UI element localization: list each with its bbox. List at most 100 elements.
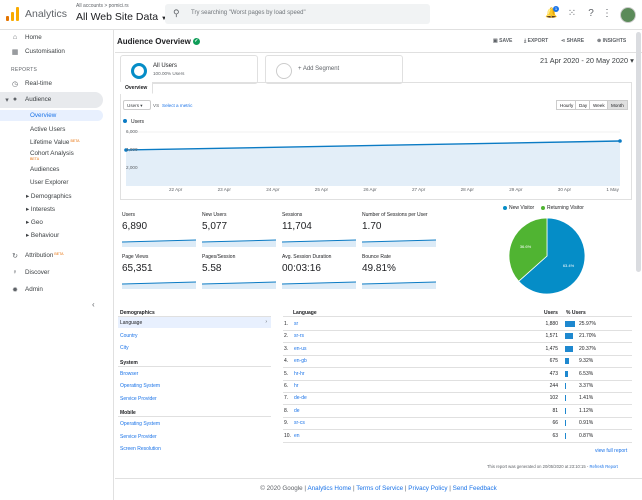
notifications-bell-icon[interactable]: 🔔: [545, 8, 558, 19]
sidebar-item-behaviour[interactable]: ▸ Behaviour: [26, 232, 59, 239]
sidebar-item-label: Cohort Analysis: [30, 150, 74, 157]
segment-ring-icon: [131, 63, 147, 79]
kpi-sparkline: [282, 239, 356, 247]
sidebar-item-cohort-analysis[interactable]: Cohort Analysis BETA: [30, 150, 74, 164]
language-link[interactable]: de: [294, 407, 300, 414]
sidebar-item-geo[interactable]: ▸ Geo: [26, 219, 43, 226]
language-link[interactable]: hr-hr: [294, 370, 305, 377]
sidebar-item-home[interactable]: ⌂ Home: [0, 30, 103, 46]
export-button[interactable]: ⤓ EXPORT: [524, 38, 548, 44]
insights-button[interactable]: ⊛ INSIGHTS: [597, 38, 626, 44]
table-row: 2. sr-rs 1,571 21.70%: [283, 330, 632, 342]
data-point[interactable]: [124, 148, 128, 152]
tab-overview[interactable]: Overview: [120, 82, 154, 94]
date-range-picker[interactable]: 21 Apr 2020 - 20 May 2020 ▾: [540, 56, 634, 65]
save-icon: ▣: [493, 38, 500, 44]
sidebar-item-overview[interactable]: Overview: [0, 110, 103, 121]
segment-all-users[interactable]: All Users 100.00% Users: [120, 55, 258, 84]
view-full-report-link[interactable]: view full report: [595, 448, 628, 454]
granularity-month[interactable]: Month: [607, 100, 628, 110]
kpi-tile[interactable]: Users 6,890: [122, 212, 198, 252]
kpi-tile[interactable]: New Users 5,077: [202, 212, 278, 252]
pie-slice[interactable]: [508, 217, 548, 282]
dim-mobile-service-provider[interactable]: Service Provider: [120, 434, 157, 440]
sidebar-item-audiences[interactable]: Audiences: [30, 166, 60, 173]
select-metric-link[interactable]: Select a metric: [162, 103, 193, 108]
language-link[interactable]: sr-cs: [294, 420, 305, 427]
kpi-tile[interactable]: Number of Sessions per User 1.70: [362, 212, 438, 252]
dim-mobile-operating-system[interactable]: Operating System: [120, 421, 161, 427]
language-link[interactable]: hr: [294, 383, 299, 389]
sidebar-item-user-explorer[interactable]: User Explorer: [30, 179, 69, 186]
sidebar-item-audience[interactable]: ▾ ● Audience: [0, 92, 103, 108]
chevron-down-icon: ▼: [161, 16, 167, 22]
kpi-tile[interactable]: Bounce Rate 49.81%: [362, 254, 438, 294]
pct-value: 25.97%: [579, 321, 596, 327]
divider: [283, 342, 632, 344]
divider: [283, 379, 632, 381]
kpi-sparkline: [202, 281, 276, 289]
send-feedback-link[interactable]: Send Feedback: [452, 485, 497, 492]
language-link[interactable]: sr: [294, 321, 299, 327]
sidebar-item-demographics[interactable]: ▸ Demographics: [26, 193, 72, 200]
sidebar-item-active-users[interactable]: Active Users: [30, 126, 66, 133]
language-link[interactable]: en-gb: [294, 358, 307, 365]
sidebar-item-customisation[interactable]: ▦ Customisation: [0, 44, 103, 60]
sidebar-item-attribution[interactable]: ↻ AttributionBETA: [0, 248, 103, 264]
language-link[interactable]: en-us: [294, 345, 307, 352]
scrollbar[interactable]: [636, 32, 641, 272]
dim-screen-resolution[interactable]: Screen Resolution: [120, 446, 161, 452]
kpi-tile[interactable]: Sessions 11,704: [282, 212, 358, 252]
dim-country[interactable]: Country: [120, 333, 138, 339]
kpi-label: Bounce Rate: [362, 254, 391, 260]
sidebar-item-realtime[interactable]: ◷ Real-time: [0, 76, 103, 92]
granularity-week[interactable]: Week: [589, 100, 609, 110]
dim-operating-system[interactable]: Operating System: [120, 383, 161, 389]
privacy-link[interactable]: Privacy Policy: [408, 485, 448, 492]
users-value: 1,880: [545, 321, 558, 327]
add-segment-button[interactable]: + Add Segment: [265, 55, 403, 84]
dim-city[interactable]: City: [120, 345, 129, 351]
language-link[interactable]: en: [294, 432, 300, 439]
sidebar-item-label: Interests: [30, 206, 56, 213]
pie-slice[interactable]: [518, 217, 586, 295]
app-name[interactable]: Analytics: [25, 8, 68, 20]
kpi-tile[interactable]: Page Views 65,351: [122, 254, 198, 294]
sidebar-item-interests[interactable]: ▸ Interests: [26, 206, 55, 213]
help-icon[interactable]: ?: [588, 8, 594, 19]
search-bar[interactable]: ⚲ Try searching "Worst pages by load spe…: [165, 4, 430, 24]
analytics-logo-icon[interactable]: [6, 7, 20, 21]
export-label: EXPORT: [527, 38, 549, 44]
person-icon: ●: [12, 96, 18, 103]
refresh-report-link[interactable]: Refresh Report: [589, 464, 618, 469]
dim-heading-demographics: Demographics: [120, 310, 155, 316]
col-header-pct-users: % Users: [566, 310, 586, 316]
collapse-sidebar-icon[interactable]: ‹: [92, 300, 95, 309]
kpi-label: Sessions: [282, 212, 303, 218]
share-button[interactable]: ⋖ SHARE: [561, 38, 584, 44]
data-point[interactable]: [618, 139, 622, 143]
dim-language-selected[interactable]: Language ›: [118, 317, 271, 328]
dim-service-provider[interactable]: Service Provider: [120, 396, 157, 402]
sidebar-item-discover[interactable]: ♀ Discover: [0, 265, 103, 281]
dim-browser[interactable]: Browser: [120, 371, 139, 377]
avatar[interactable]: [620, 7, 636, 23]
save-button[interactable]: ▣ SAVE: [493, 38, 512, 44]
kpi-value: 6,890: [122, 221, 148, 232]
main-content: Audience Overview ✓ ▣ SAVE ⤓ EXPORT ⋖ SHA…: [115, 30, 642, 500]
account-selector[interactable]: All Web Site Data ▼: [76, 11, 167, 23]
search-icon: ⚲: [173, 8, 180, 18]
kpi-tile[interactable]: Avg. Session Duration 00:03:16: [282, 254, 358, 294]
breadcrumb[interactable]: All accounts > pomici.rs: [76, 3, 129, 9]
kpi-tile[interactable]: Pages/Session 5.58: [202, 254, 278, 294]
analytics-home-link[interactable]: Analytics Home: [307, 485, 352, 492]
apps-grid-icon[interactable]: ⁙: [567, 8, 577, 19]
more-vert-icon[interactable]: ⋮: [602, 8, 612, 19]
metric-selector[interactable]: Users ▾: [123, 100, 151, 110]
language-link[interactable]: de-de: [294, 395, 307, 402]
terms-link[interactable]: Terms of Service: [356, 485, 404, 492]
language-link[interactable]: sr-rs: [294, 333, 304, 340]
pct-bar: [565, 383, 567, 389]
sidebar-item-lifetime-value[interactable]: Lifetime ValueBETA: [30, 139, 80, 146]
sidebar-item-admin[interactable]: ✹ Admin: [0, 282, 103, 298]
